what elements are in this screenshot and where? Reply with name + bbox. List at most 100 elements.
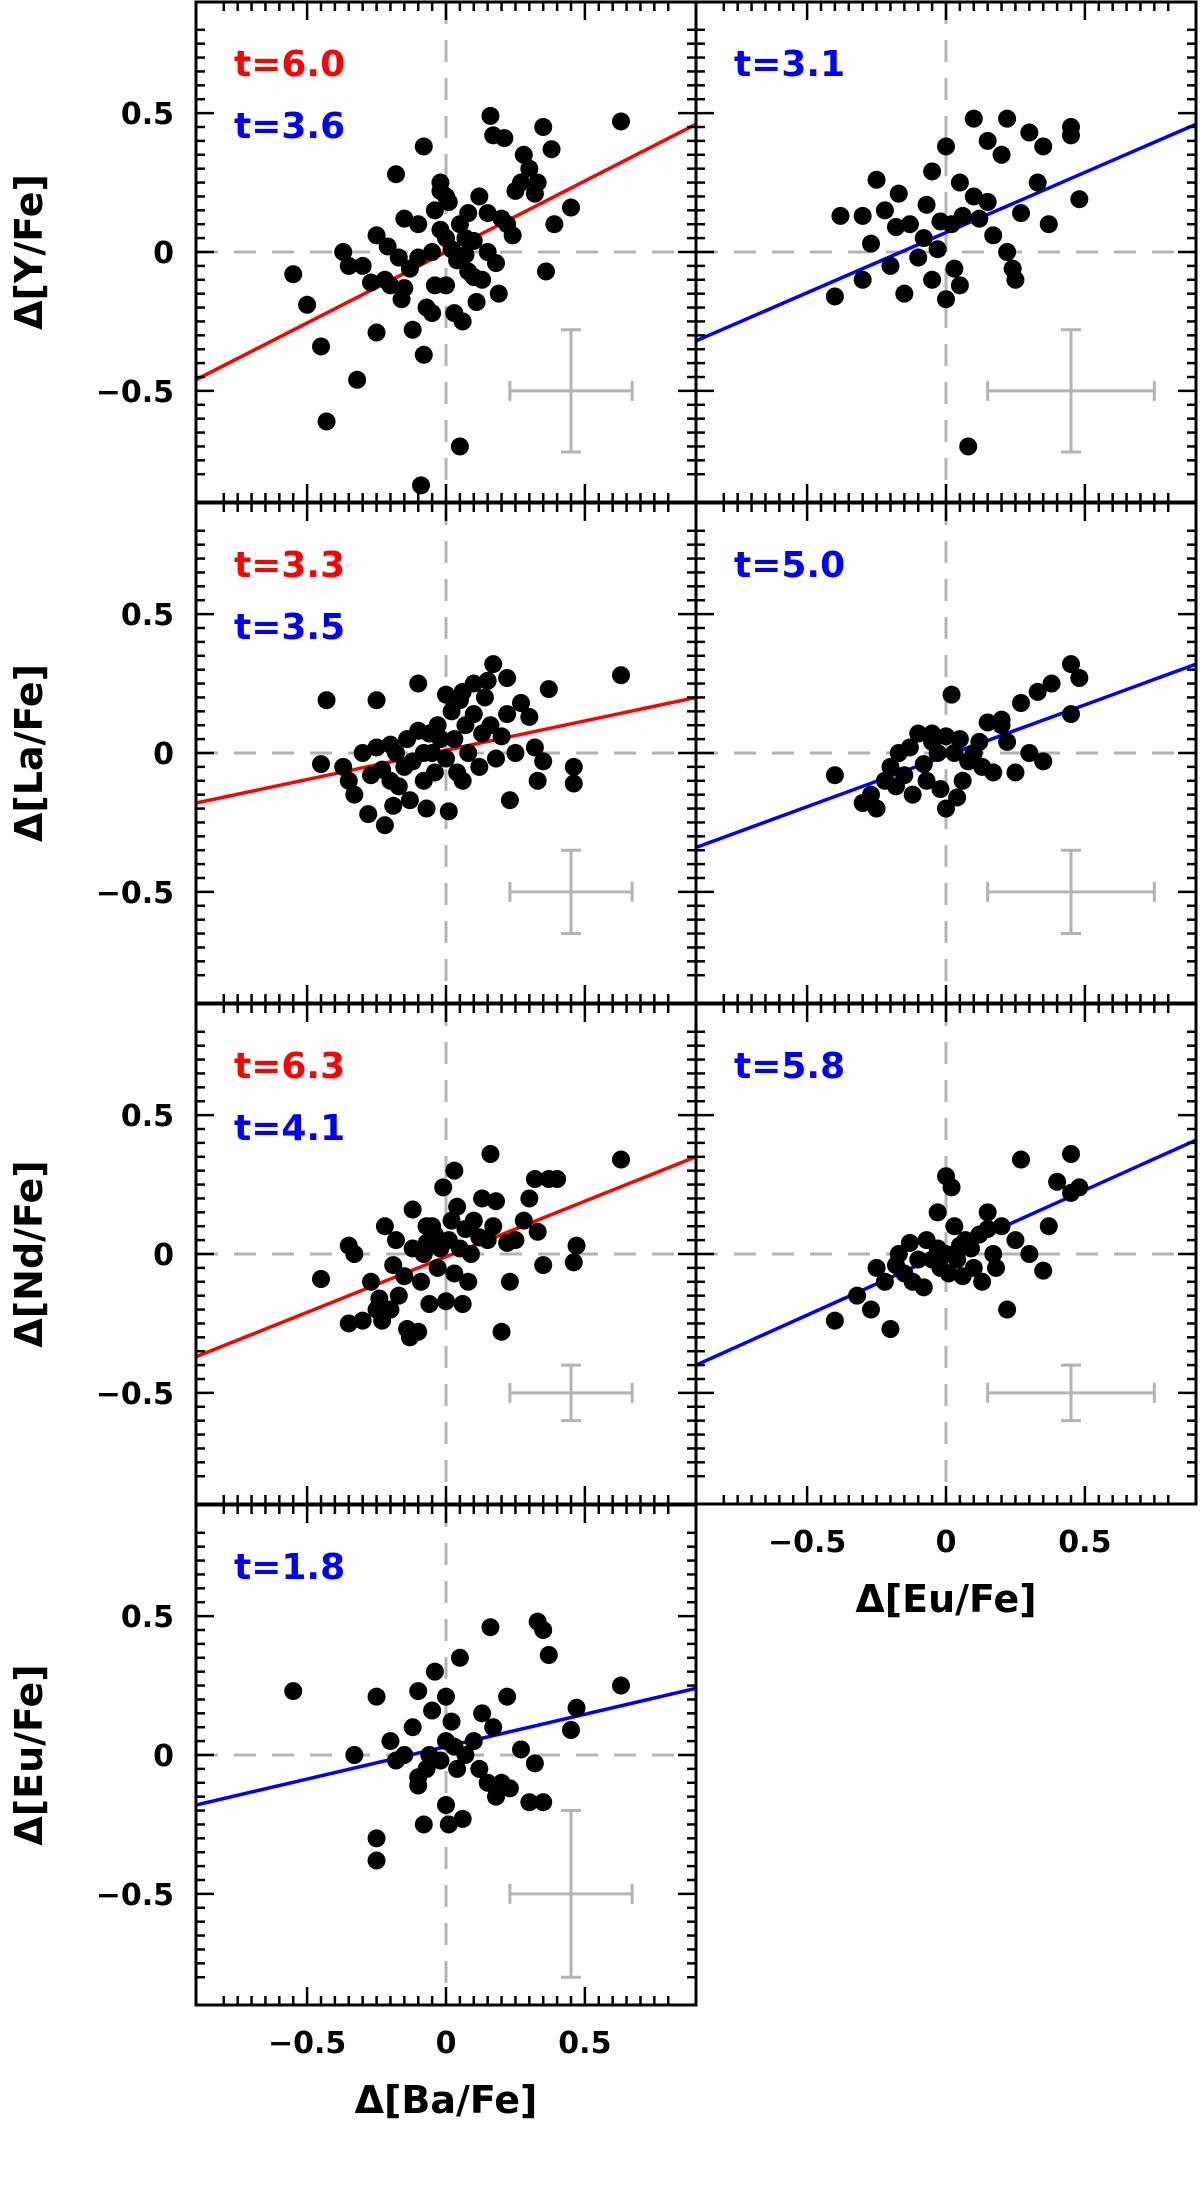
data-point	[942, 1178, 961, 1197]
data-point	[417, 1759, 436, 1778]
y-tick-label: 0.5	[121, 598, 174, 633]
data-point	[492, 1322, 511, 1341]
data-point	[848, 1286, 867, 1305]
data-point	[948, 1250, 967, 1269]
data-point	[498, 669, 517, 687]
data-point	[500, 1779, 519, 1798]
data-point	[456, 245, 475, 264]
data-point	[367, 1851, 386, 1870]
data-point	[395, 279, 414, 298]
plot-area	[196, 1004, 696, 1504]
data-point	[353, 256, 372, 275]
data-point	[312, 337, 330, 356]
data-point	[464, 231, 483, 250]
data-point	[409, 1322, 428, 1341]
data-point	[473, 1189, 492, 1208]
fit-line	[196, 1155, 696, 1359]
data-point	[564, 1253, 583, 1272]
data-point	[409, 215, 428, 234]
data-point	[1062, 1145, 1080, 1163]
data-point	[567, 1698, 586, 1717]
data-point	[959, 437, 978, 456]
data-point	[475, 688, 494, 707]
data-point	[414, 137, 433, 156]
data-point	[831, 206, 850, 225]
data-point	[534, 1256, 553, 1275]
data-point	[525, 738, 544, 757]
data-point	[973, 1272, 992, 1291]
data-point	[984, 763, 1003, 782]
data-point	[1034, 137, 1053, 156]
data-point	[467, 293, 486, 311]
data-point	[970, 732, 989, 751]
data-point	[1034, 1261, 1053, 1280]
data-point	[903, 785, 922, 804]
data-point	[312, 755, 330, 774]
data-point	[464, 1732, 483, 1751]
data-point	[862, 1300, 880, 1319]
data-point	[459, 204, 478, 223]
data-point	[339, 1314, 358, 1333]
statistic-label: t=5.0	[734, 545, 845, 586]
data-point	[481, 1618, 500, 1637]
data-point	[453, 771, 472, 790]
data-point	[375, 1217, 394, 1236]
y-axis-label: Δ[Eu/Fe]	[7, 1664, 51, 1845]
statistic-label: t=3.3	[234, 545, 345, 586]
data-point	[487, 254, 505, 273]
data-point	[425, 1662, 444, 1681]
data-point	[492, 727, 511, 746]
data-point	[367, 738, 386, 757]
data-point	[498, 1687, 517, 1706]
data-point	[992, 1217, 1011, 1236]
y-tick-label: 0.5	[121, 97, 174, 132]
data-point	[534, 752, 553, 771]
data-point	[487, 1787, 505, 1806]
data-point	[431, 730, 450, 749]
data-point	[889, 184, 908, 203]
data-point	[853, 270, 872, 289]
x-tick-label: 0	[436, 2026, 457, 2061]
data-point	[506, 744, 525, 762]
data-point	[487, 1192, 505, 1211]
data-point	[345, 1746, 364, 1764]
data-point	[462, 1245, 480, 1263]
data-point	[478, 671, 497, 690]
data-point	[428, 716, 447, 735]
data-point	[825, 1311, 844, 1330]
data-point	[1048, 1172, 1067, 1191]
data-point	[437, 1796, 455, 1814]
data-point	[403, 320, 422, 339]
plot-area	[696, 1004, 1196, 1504]
data-point	[1070, 190, 1089, 209]
statistic-label: t=3.5	[234, 607, 345, 648]
data-point	[978, 131, 997, 150]
data-point	[1006, 270, 1025, 289]
statistic-label: t=6.3	[234, 1046, 345, 1087]
data-point	[928, 240, 947, 259]
x-tick-label: 0	[936, 1525, 957, 1560]
data-point	[431, 173, 450, 192]
data-point	[414, 345, 433, 364]
data-point	[542, 140, 561, 159]
data-point	[909, 1250, 928, 1269]
data-point	[348, 370, 367, 389]
data-point	[456, 1746, 475, 1764]
data-point	[453, 312, 472, 331]
data-point	[562, 1721, 580, 1739]
data-point	[353, 1311, 372, 1330]
data-point	[928, 744, 947, 762]
data-point	[484, 1718, 503, 1737]
data-point	[437, 1687, 455, 1706]
data-point	[512, 694, 530, 712]
data-point	[367, 226, 386, 245]
data-point	[1062, 126, 1080, 145]
data-point	[423, 243, 442, 261]
data-point	[534, 1621, 553, 1639]
data-point	[345, 785, 364, 804]
plot-area	[196, 1505, 696, 2005]
data-point	[539, 680, 558, 699]
data-point	[987, 1258, 1005, 1277]
data-point	[514, 145, 533, 164]
